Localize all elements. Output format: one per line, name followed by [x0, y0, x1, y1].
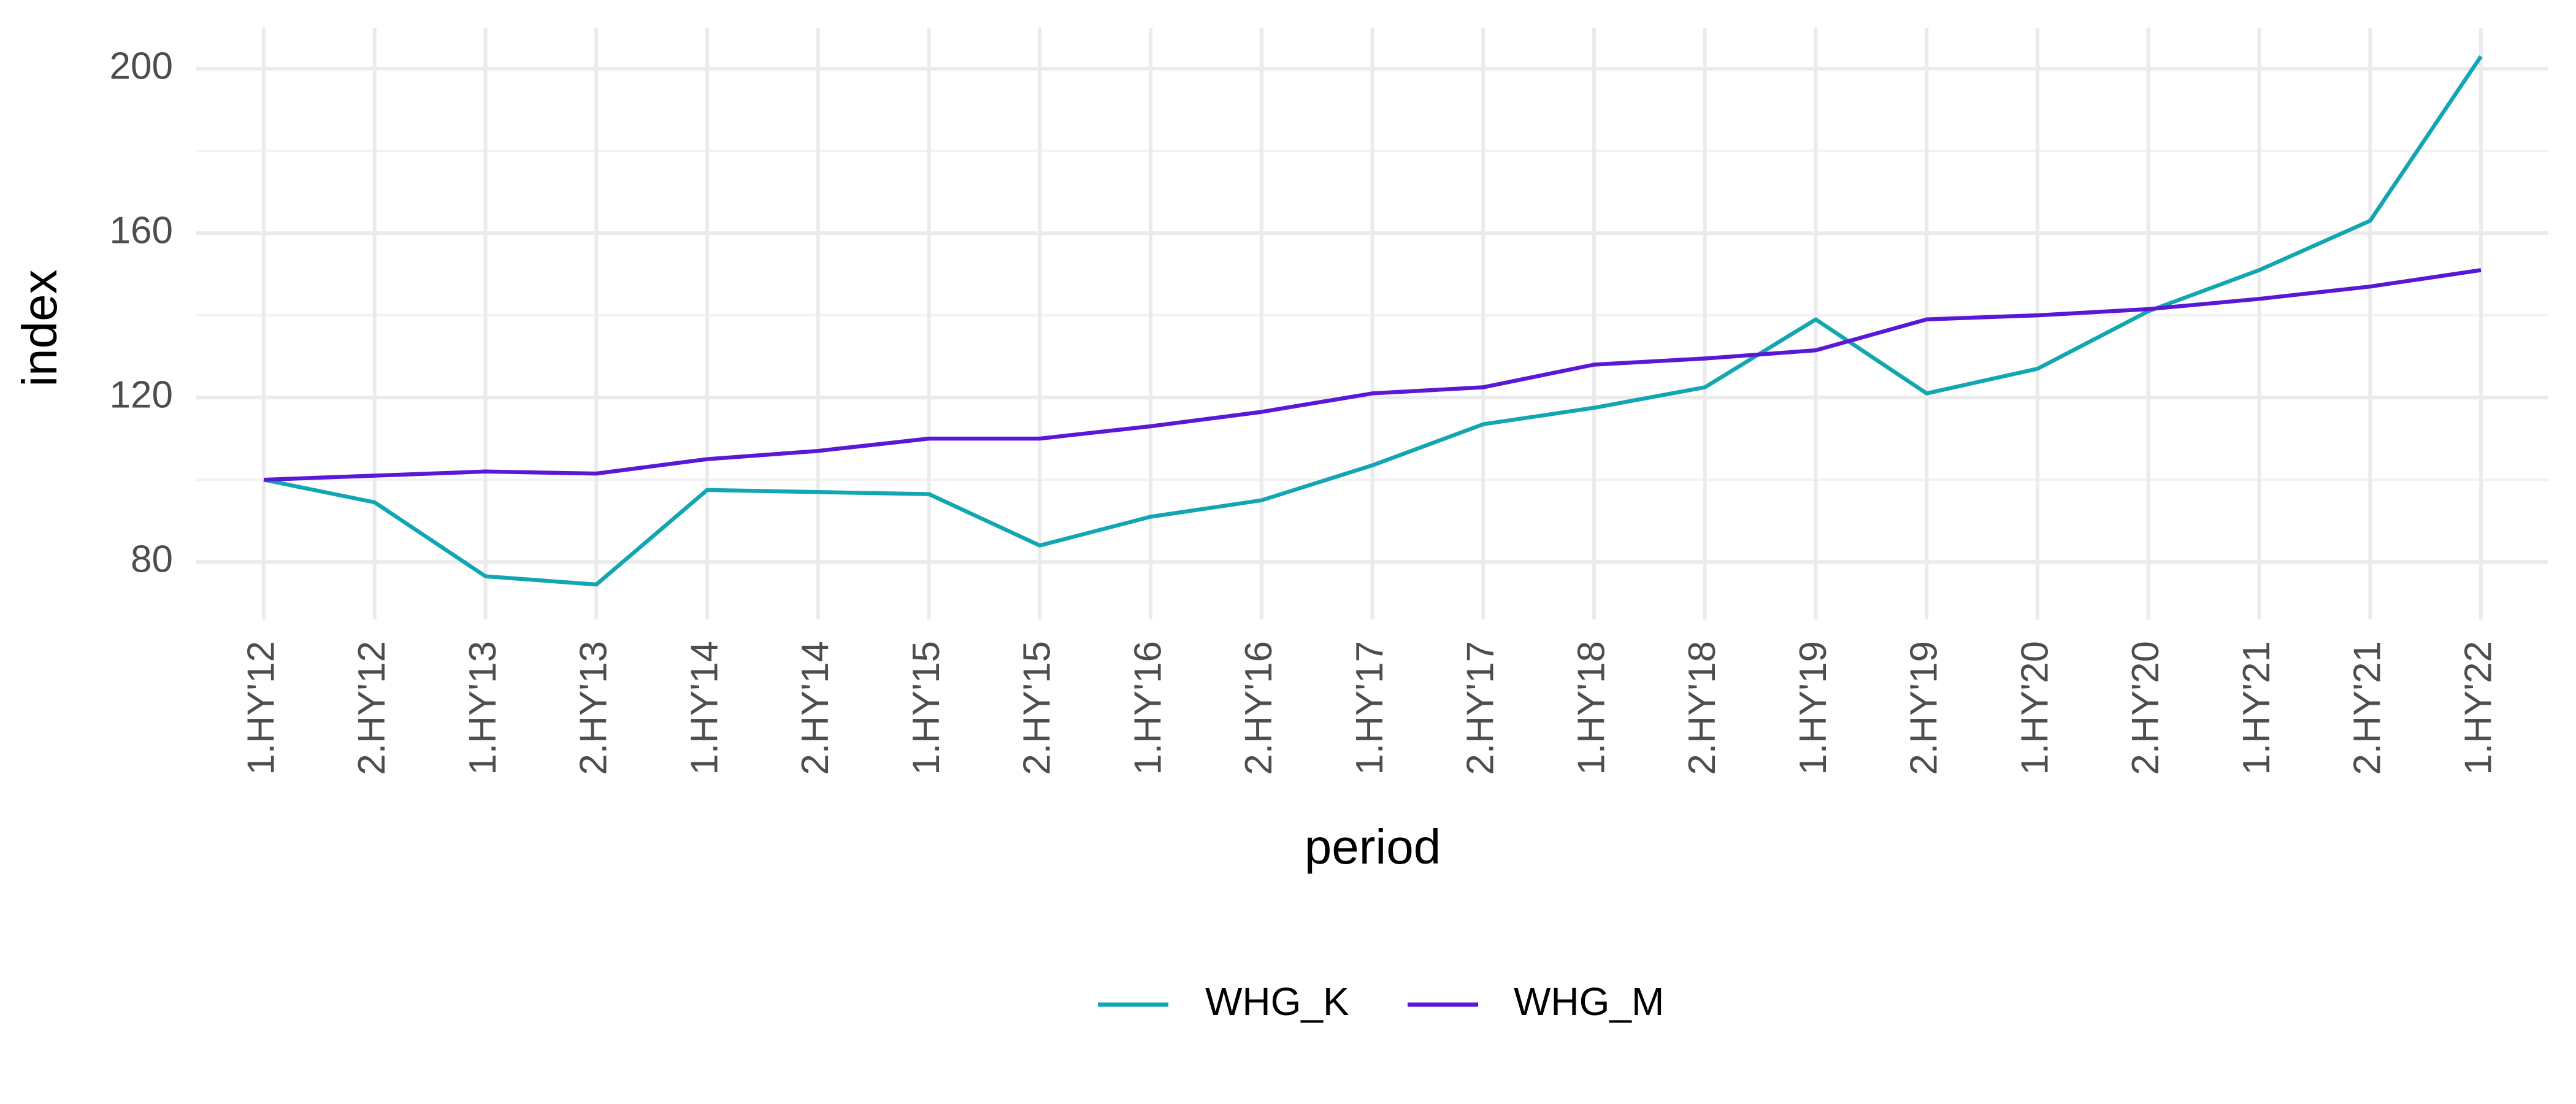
x-tick-label: 2.HY'16 [1238, 641, 1280, 775]
x-tick-label: 1.HY'20 [2014, 641, 2056, 775]
x-tick-label: 1.HY'16 [1127, 641, 1169, 775]
y-axis-title: index [12, 269, 67, 386]
x-tick-label: 1.HY'18 [1570, 641, 1612, 775]
legend-label: WHG_K [1205, 979, 1349, 1024]
x-tick-label: 2.HY'15 [1016, 641, 1059, 775]
y-axis-ticks: 80 120 160 200 [110, 45, 173, 580]
x-tick-label: 1.HY'14 [683, 641, 726, 775]
y-tick-label: 160 [110, 209, 173, 251]
x-tick-label: 2.HY'17 [1460, 641, 1502, 775]
y-tick-label: 80 [131, 539, 173, 581]
x-tick-label: 2.HY'12 [351, 641, 393, 775]
legend-label: WHG_M [1514, 979, 1664, 1024]
legend: WHG_K WHG_M [1098, 979, 1664, 1024]
x-tick-label: 1.HY'12 [240, 641, 282, 775]
x-tick-label: 2.HY'19 [1903, 641, 1945, 775]
x-axis-title: period [1305, 819, 1441, 874]
x-tick-label: 1.HY'17 [1349, 641, 1391, 775]
y-tick-label: 200 [110, 45, 173, 87]
x-tick-label: 2.HY'14 [794, 641, 837, 775]
series-lines [263, 55, 2483, 587]
x-tick-label: 1.HY'15 [905, 641, 948, 775]
x-tick-label: 1.HY'22 [2457, 641, 2499, 775]
y-tick-label: 120 [110, 374, 173, 416]
x-tick-label: 1.HY'19 [1792, 641, 1834, 775]
series-line-whg-m [263, 268, 2482, 482]
gridlines [196, 28, 2548, 619]
x-tick-label: 1.HY'13 [462, 641, 504, 775]
x-tick-label: 2.HY'21 [2347, 641, 2389, 775]
x-axis-ticks: 1.HY'12 2.HY'12 1.HY'13 2.HY'13 1.HY'14 2.HY'… [240, 641, 2499, 775]
x-tick-label: 2.HY'13 [573, 641, 615, 775]
x-tick-label: 1.HY'21 [2236, 641, 2278, 775]
x-tick-label: 2.HY'20 [2125, 641, 2167, 775]
series-line-whg-k [263, 55, 2483, 587]
x-tick-label: 2.HY'18 [1681, 641, 1723, 775]
